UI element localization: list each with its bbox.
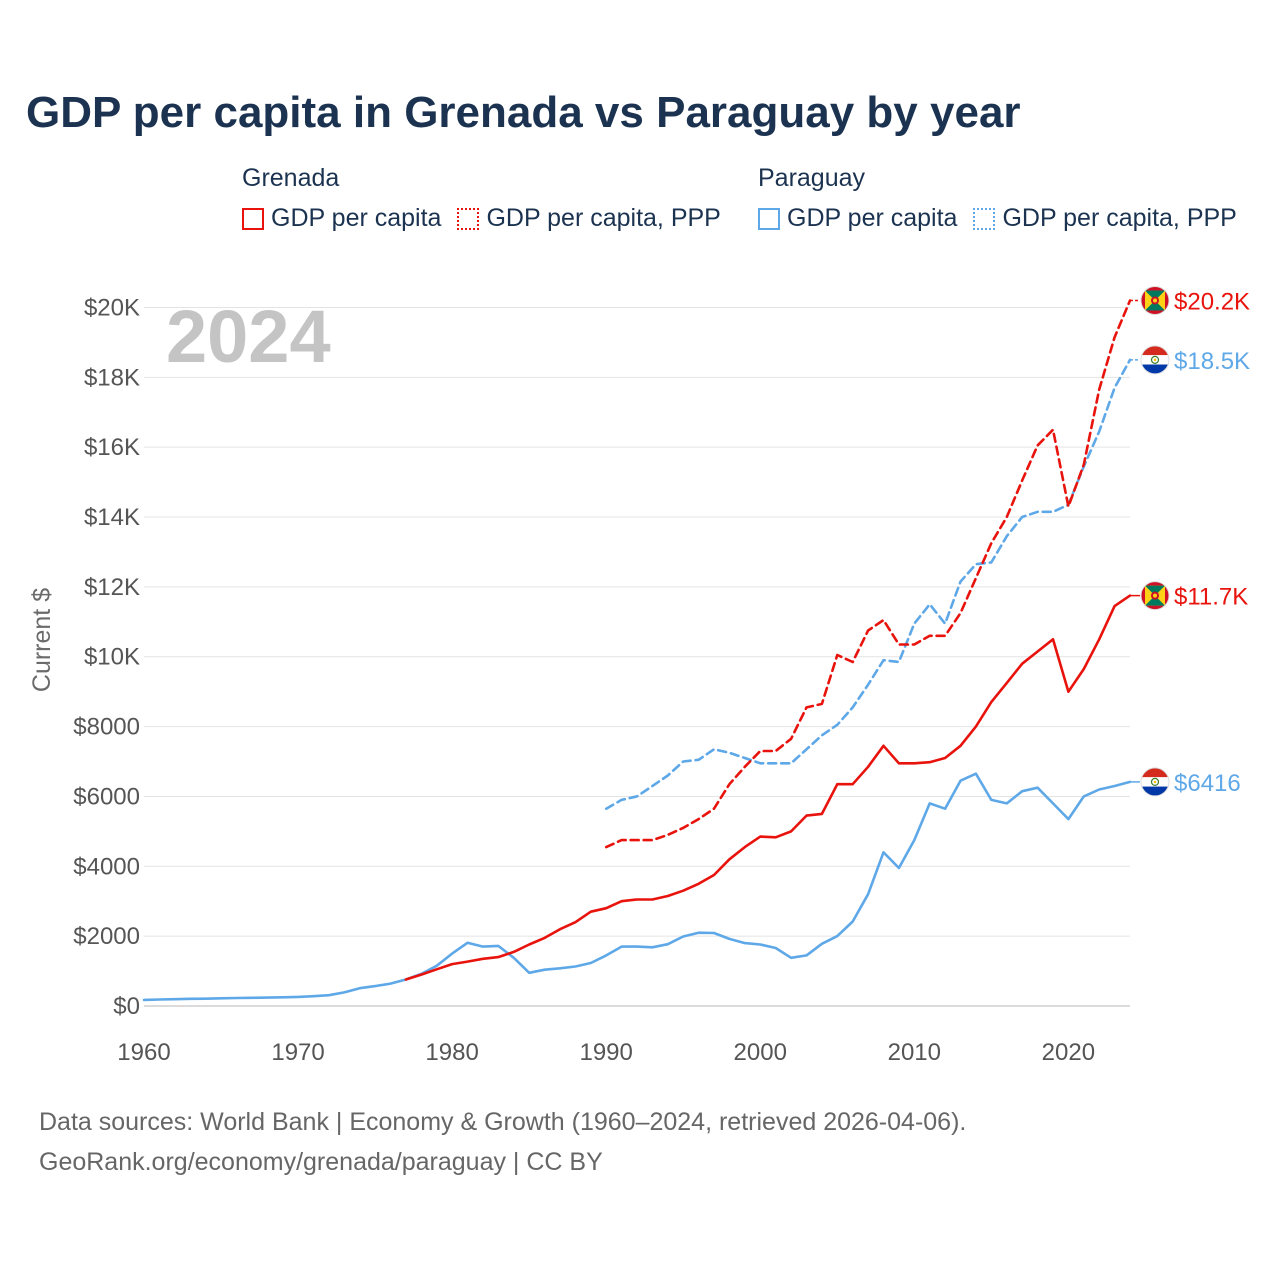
end-value-label: $18.5K [1174, 348, 1250, 375]
y-tick-label: $14K [84, 504, 140, 531]
series-line-paraguay-gdp-per-capita [142, 772, 1132, 1002]
paraguay-flag-icon [1140, 767, 1170, 797]
legend-item-label: GDP per capita [271, 204, 442, 232]
flag-body [1141, 345, 1169, 374]
flag-star [1153, 593, 1157, 598]
y-tick-label: $2000 [73, 923, 140, 950]
paraguay-flag-icon [1140, 345, 1170, 375]
legend-item-label: GDP per capita, PPP [486, 204, 721, 232]
year-watermark: 2024 [166, 295, 331, 378]
flag-body [1141, 581, 1169, 610]
legend-country-label: Grenada [242, 164, 340, 192]
y-tick-label: $0 [113, 993, 140, 1020]
x-tick-label: 1970 [271, 1039, 324, 1066]
y-tick-label: $16K [84, 434, 140, 461]
flag-red-band [1141, 767, 1169, 778]
legend-country-label: Paraguay [758, 164, 866, 192]
flag-blue-band [1141, 364, 1169, 374]
flag-green-top [1145, 585, 1165, 596]
legend-swatch-solid-icon [758, 207, 780, 230]
x-tick-label: 1960 [117, 1039, 170, 1066]
x-tick-label: 2010 [888, 1039, 941, 1066]
y-axis-title: Current $ [28, 588, 56, 692]
x-tick-label: 2000 [734, 1039, 787, 1066]
series-line-grenada-gdp-per-capita-ppp [604, 299, 1132, 849]
y-tick-label: $8000 [73, 714, 140, 741]
end-value-label: $6416 [1174, 770, 1241, 797]
flag-outline [1140, 285, 1170, 315]
grenada-flag-icon [1140, 581, 1170, 611]
flag-emblem [1150, 355, 1160, 364]
legend-item-label: GDP per capita, PPP [1002, 204, 1237, 232]
y-tick-label: $10K [84, 644, 140, 671]
legend-item-grenada-gdp-ppp[interactable]: GDP per capita, PPP [457, 204, 721, 233]
footer-credit[interactable]: GeoRank.org/economy/grenada/paraguay | C… [39, 1148, 603, 1176]
legend-item-paraguay-gdp-ppp[interactable]: GDP per capita, PPP [973, 204, 1237, 233]
series-line-paraguay-gdp-per-capita-ppp [604, 358, 1132, 811]
y-tick-label: $20K [84, 294, 140, 321]
legend-swatch-dotted-icon [973, 207, 996, 230]
legend-group-grenada: Grenada GDP per capita GDP per capita, P… [242, 162, 737, 233]
legend-item-label: GDP per capita [787, 204, 958, 232]
y-tick-label: $12K [84, 574, 140, 601]
flag-green-bottom [1145, 300, 1165, 311]
flag-emblem-star [1153, 780, 1157, 784]
legend-swatch-solid-icon [242, 207, 264, 230]
flag-star [1153, 298, 1157, 303]
flag-body [1141, 286, 1169, 315]
legend-group-paraguay: Paraguay GDP per capita GDP per capita, … [758, 162, 1253, 233]
flag-green-top [1145, 290, 1165, 301]
chart-title: GDP per capita in Grenada vs Paraguay by… [26, 88, 1021, 137]
flag-body [1141, 767, 1169, 796]
flag-outline [1140, 581, 1170, 611]
y-tick-label: $6000 [73, 783, 140, 810]
series-line-grenada-gdp-per-capita [404, 594, 1132, 981]
x-tick-label: 1980 [425, 1039, 478, 1066]
flag-blue-band [1141, 786, 1169, 796]
x-tick-label: 2020 [1042, 1039, 1095, 1066]
flag-emblem-star [1153, 358, 1157, 362]
end-value-label: $11.7K [1174, 584, 1248, 611]
legend-swatch-dotted-icon [457, 207, 480, 230]
flag-outline [1140, 345, 1170, 375]
flag-outline [1140, 767, 1170, 797]
x-tick-label: 1990 [579, 1039, 632, 1066]
legend-item-paraguay-gdp[interactable]: GDP per capita [758, 204, 957, 233]
grenada-flag-icon [1140, 285, 1170, 315]
flag-red-band [1141, 345, 1169, 356]
y-tick-label: $18K [84, 364, 140, 391]
legend-item-grenada-gdp[interactable]: GDP per capita [242, 204, 441, 233]
footer-sources: Data sources: World Bank | Economy & Gro… [39, 1108, 967, 1136]
flag-emblem [1150, 777, 1160, 787]
y-tick-label: $4000 [73, 853, 140, 880]
flag-green-bottom [1145, 595, 1165, 606]
end-value-label: $20.2K [1174, 288, 1250, 315]
